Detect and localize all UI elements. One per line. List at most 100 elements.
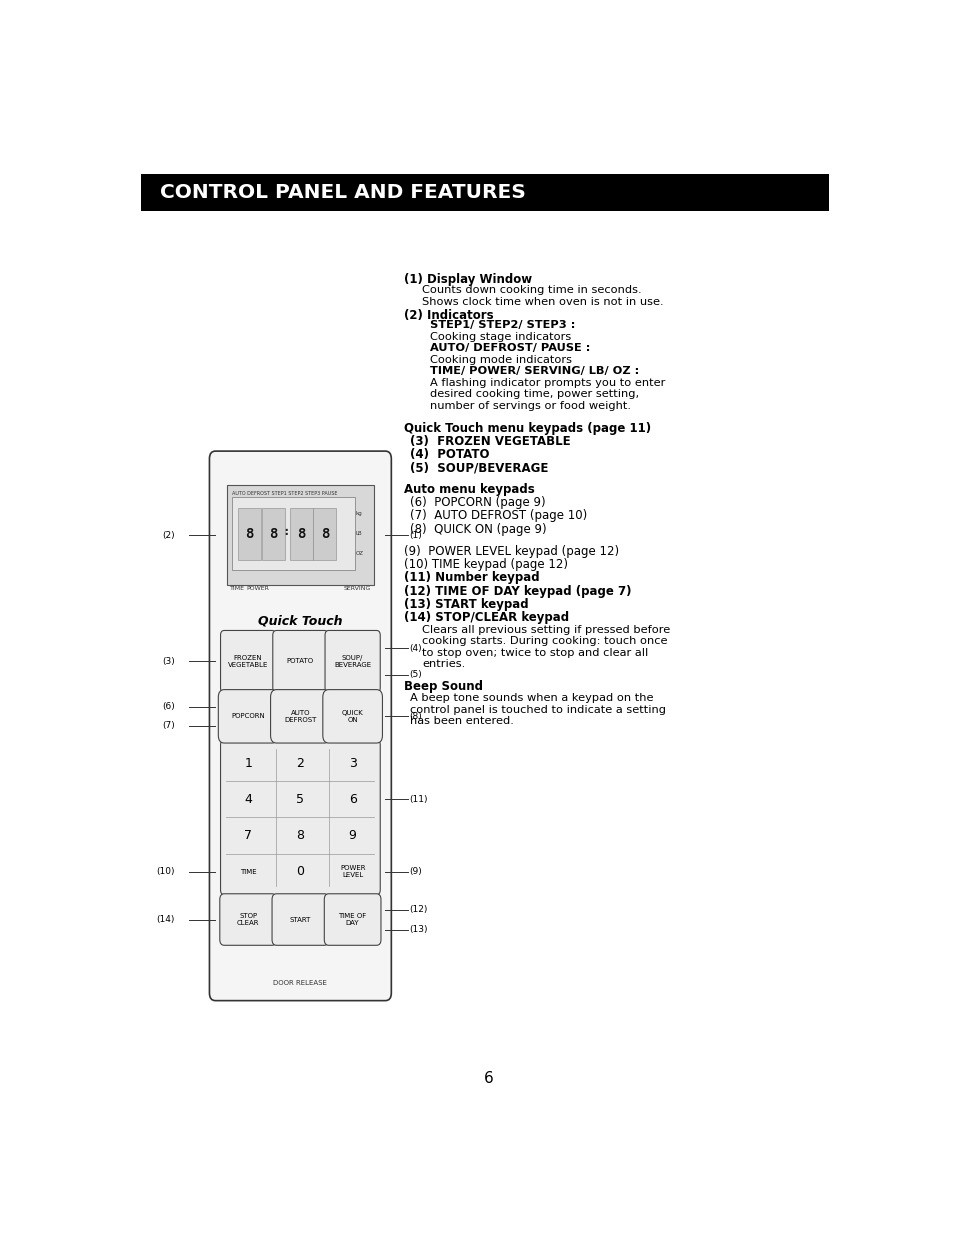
- Text: AUTO
DEFROST: AUTO DEFROST: [284, 710, 316, 722]
- Text: (14): (14): [156, 916, 174, 924]
- Text: control panel is touched to indicate a setting: control panel is touched to indicate a s…: [410, 705, 665, 715]
- Text: (3): (3): [162, 657, 174, 667]
- Text: 8: 8: [296, 527, 305, 540]
- Text: 8: 8: [320, 527, 329, 540]
- Text: (14) STOP/CLEAR keypad: (14) STOP/CLEAR keypad: [403, 611, 568, 624]
- Text: POPCORN: POPCORN: [231, 714, 265, 720]
- Text: 2: 2: [296, 757, 304, 769]
- Text: (7): (7): [162, 721, 174, 730]
- Text: SOUP/
BEVERAGE: SOUP/ BEVERAGE: [334, 655, 371, 668]
- FancyBboxPatch shape: [271, 690, 330, 743]
- Text: DOOR RELEASE: DOOR RELEASE: [274, 980, 327, 986]
- Text: (11): (11): [409, 795, 427, 804]
- Text: (2): (2): [162, 530, 174, 539]
- Text: 8: 8: [245, 527, 253, 540]
- Text: 8: 8: [269, 527, 277, 540]
- Text: 6: 6: [483, 1072, 494, 1087]
- Text: (12): (12): [409, 904, 427, 914]
- Text: (9): (9): [409, 867, 421, 876]
- FancyBboxPatch shape: [210, 451, 391, 1001]
- Text: (4): (4): [409, 644, 421, 653]
- Text: START: START: [290, 917, 311, 923]
- Text: 0: 0: [296, 865, 304, 878]
- FancyBboxPatch shape: [220, 740, 380, 895]
- FancyBboxPatch shape: [324, 893, 380, 945]
- Text: AUTO/ DEFROST/ PAUSE :: AUTO/ DEFROST/ PAUSE :: [429, 343, 590, 353]
- Text: LB: LB: [355, 532, 362, 536]
- Text: (4)  POTATO: (4) POTATO: [410, 449, 489, 461]
- Text: entries.: entries.: [422, 659, 465, 669]
- Text: Cooking mode indicators: Cooking mode indicators: [429, 354, 571, 364]
- Text: A beep tone sounds when a keypad on the: A beep tone sounds when a keypad on the: [410, 694, 653, 704]
- Text: (10) TIME keypad (page 12): (10) TIME keypad (page 12): [403, 558, 567, 571]
- Text: (13): (13): [409, 926, 427, 934]
- Text: 1: 1: [244, 757, 252, 769]
- Text: (11) Number keypad: (11) Number keypad: [403, 571, 539, 585]
- Text: 6: 6: [349, 793, 356, 805]
- Text: 7: 7: [244, 829, 252, 843]
- Text: :: :: [282, 525, 289, 538]
- FancyBboxPatch shape: [261, 508, 284, 560]
- Text: A flashing indicator prompts you to enter: A flashing indicator prompts you to ente…: [429, 378, 664, 388]
- Text: STEP1/ STEP2/ STEP3 :: STEP1/ STEP2/ STEP3 :: [429, 321, 575, 331]
- Text: (5)  SOUP/BEVERAGE: (5) SOUP/BEVERAGE: [410, 462, 548, 475]
- Text: (9)  POWER LEVEL keypad (page 12): (9) POWER LEVEL keypad (page 12): [403, 545, 618, 558]
- Text: Quick Touch menu keypads (page 11): Quick Touch menu keypads (page 11): [403, 421, 650, 435]
- FancyBboxPatch shape: [220, 631, 275, 693]
- Text: 9: 9: [349, 829, 356, 843]
- Text: STOP
CLEAR: STOP CLEAR: [236, 913, 259, 926]
- Bar: [141, 175, 828, 211]
- Text: (1) Display Window: (1) Display Window: [403, 273, 532, 286]
- Text: cooking starts. During cooking: touch once: cooking starts. During cooking: touch on…: [422, 636, 667, 647]
- Text: SERVING: SERVING: [343, 586, 371, 591]
- Text: (5): (5): [409, 670, 421, 679]
- Text: Counts down cooking time in seconds.: Counts down cooking time in seconds.: [422, 285, 641, 295]
- Text: POWER
LEVEL: POWER LEVEL: [339, 865, 365, 878]
- FancyBboxPatch shape: [233, 497, 355, 570]
- Text: Auto menu keypads: Auto menu keypads: [403, 483, 534, 496]
- Text: FROZEN
VEGETABLE: FROZEN VEGETABLE: [228, 655, 268, 668]
- Text: (12) TIME OF DAY keypad (page 7): (12) TIME OF DAY keypad (page 7): [403, 585, 631, 597]
- Text: 5: 5: [296, 793, 304, 805]
- Text: POWER: POWER: [247, 586, 270, 591]
- Text: Beep Sound: Beep Sound: [403, 680, 482, 693]
- Text: kg: kg: [355, 512, 362, 517]
- Text: (13) START keypad: (13) START keypad: [403, 598, 528, 611]
- Text: (6)  POPCORN (page 9): (6) POPCORN (page 9): [410, 496, 545, 509]
- Text: 4: 4: [244, 793, 252, 805]
- Text: Clears all previous setting if pressed before: Clears all previous setting if pressed b…: [422, 624, 670, 634]
- Text: (2) Indicators: (2) Indicators: [403, 309, 493, 322]
- Text: TIME: TIME: [239, 869, 256, 875]
- Text: TIME OF
DAY: TIME OF DAY: [338, 913, 366, 926]
- Text: (1): (1): [409, 530, 421, 539]
- Text: desired cooking time, power setting,: desired cooking time, power setting,: [429, 389, 639, 399]
- FancyBboxPatch shape: [219, 893, 276, 945]
- Text: QUICK
ON: QUICK ON: [341, 710, 363, 722]
- Text: (3)  FROZEN VEGETABLE: (3) FROZEN VEGETABLE: [410, 435, 570, 447]
- Text: (10): (10): [156, 867, 174, 876]
- FancyBboxPatch shape: [325, 631, 380, 693]
- Text: number of servings or food weight.: number of servings or food weight.: [429, 400, 630, 410]
- Text: (6): (6): [162, 703, 174, 711]
- Text: AUTO DEFROST STEP1 STEP2 STEP3 PAUSE: AUTO DEFROST STEP1 STEP2 STEP3 PAUSE: [233, 491, 337, 496]
- Text: Shows clock time when oven is not in use.: Shows clock time when oven is not in use…: [422, 296, 663, 306]
- FancyBboxPatch shape: [238, 508, 261, 560]
- Text: CONTROL PANEL AND FEATURES: CONTROL PANEL AND FEATURES: [160, 183, 525, 202]
- Text: (7)  AUTO DEFROST (page 10): (7) AUTO DEFROST (page 10): [410, 509, 586, 523]
- FancyBboxPatch shape: [272, 893, 329, 945]
- Text: (8): (8): [409, 712, 421, 721]
- Text: OZ: OZ: [355, 551, 363, 556]
- FancyBboxPatch shape: [290, 508, 313, 560]
- Text: Quick Touch: Quick Touch: [258, 615, 342, 627]
- Text: Cooking stage indicators: Cooking stage indicators: [429, 332, 571, 342]
- Text: 3: 3: [349, 757, 356, 769]
- FancyBboxPatch shape: [218, 690, 277, 743]
- FancyBboxPatch shape: [314, 508, 335, 560]
- FancyBboxPatch shape: [227, 486, 374, 585]
- Text: (8)  QUICK ON (page 9): (8) QUICK ON (page 9): [410, 523, 546, 535]
- FancyBboxPatch shape: [273, 631, 328, 693]
- Text: 8: 8: [296, 829, 304, 843]
- FancyBboxPatch shape: [322, 690, 382, 743]
- Text: to stop oven; twice to stop and clear all: to stop oven; twice to stop and clear al…: [422, 648, 648, 658]
- Text: POTATO: POTATO: [287, 658, 314, 664]
